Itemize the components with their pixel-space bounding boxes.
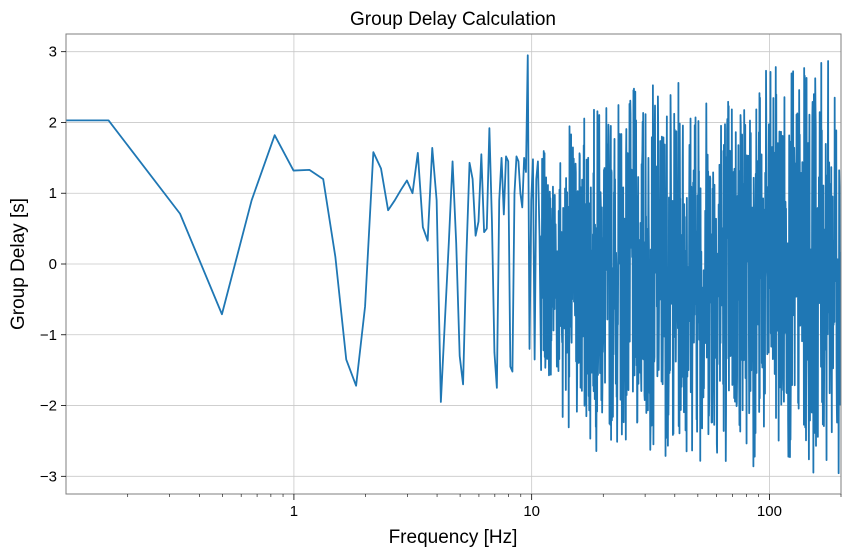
- y-tick-label: 1: [49, 185, 57, 202]
- y-tick-label: −1: [40, 327, 57, 344]
- y-tick-label: 0: [49, 256, 57, 273]
- group-delay-line: [66, 54, 841, 475]
- y-tick-label: 2: [49, 114, 57, 131]
- x-tick-label: 10: [523, 503, 540, 520]
- y-axis-label: Group Delay [s]: [8, 198, 29, 330]
- series-layer: [66, 54, 841, 475]
- x-axis-label: Frequency [Hz]: [389, 527, 518, 548]
- y-tick-label: −2: [40, 398, 57, 415]
- chart-title: Group Delay Calculation: [350, 9, 556, 30]
- y-tick-label: −3: [40, 468, 57, 485]
- x-tick-label: 1: [290, 503, 298, 520]
- y-tick-label: 3: [49, 44, 57, 61]
- x-tick-label: 100: [757, 503, 782, 520]
